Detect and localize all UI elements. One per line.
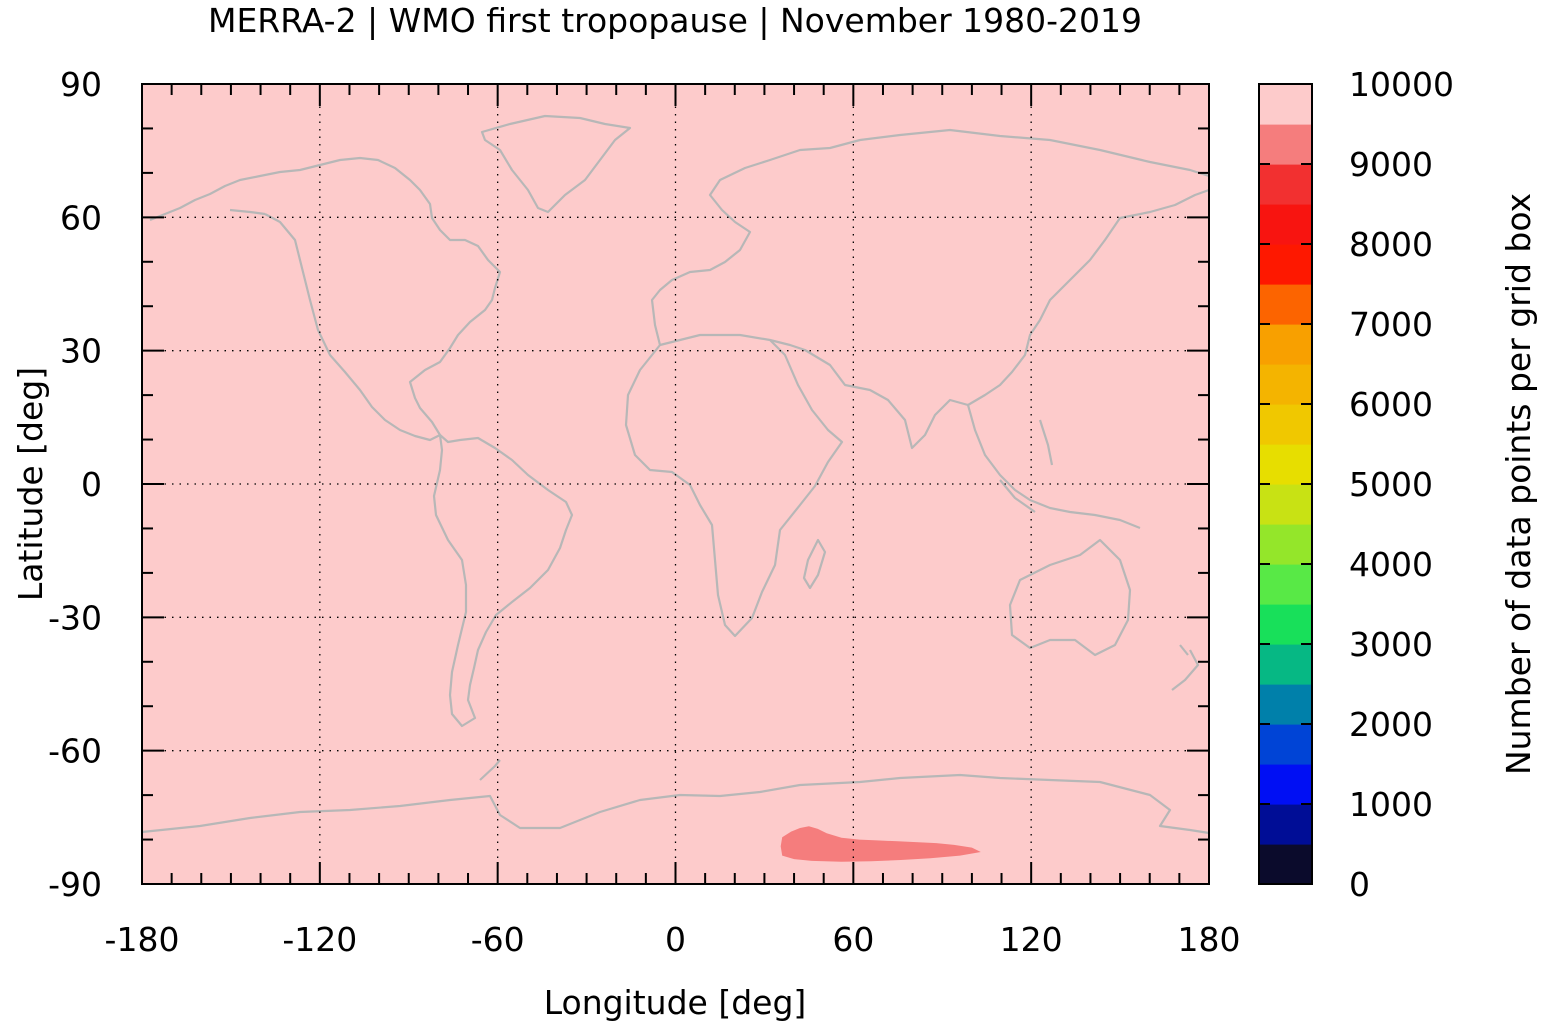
colorbar-ticks: 0 1000 2000 3000 4000 5000 6000 7000 8000 9000 100… <box>1259 65 1454 904</box>
colorbar-segment <box>1259 444 1312 485</box>
colorbar-tick-label: 9000 <box>1349 145 1433 184</box>
y-tick-label: 60 <box>60 198 102 237</box>
colorbar-segment <box>1259 604 1312 645</box>
colorbar-segments <box>1259 84 1312 885</box>
colorbar-segment <box>1259 364 1312 405</box>
y-tick-label: 30 <box>60 332 102 371</box>
colorbar-segment <box>1259 684 1312 725</box>
coastline-south-america <box>432 433 574 728</box>
colorbar-segment <box>1259 84 1312 125</box>
grid-lines <box>142 84 1209 884</box>
colorbar-tick-label: 10000 <box>1349 65 1454 104</box>
x-tick-label: 60 <box>832 920 874 959</box>
colorbar-segment <box>1259 124 1312 165</box>
y-tick-label: -30 <box>48 598 102 637</box>
colorbar: 0 1000 2000 3000 4000 5000 6000 7000 8000 9000 100… <box>1258 65 1538 904</box>
colorbar-segment <box>1259 804 1312 845</box>
coastline-madagascar <box>802 538 827 590</box>
colorbar-segment <box>1259 164 1312 205</box>
x-axis-label: Longitude [deg] <box>544 983 807 1022</box>
y-tick-label: -90 <box>48 865 102 904</box>
coastline-antarctica <box>141 759 1210 835</box>
colorbar-segment <box>1259 204 1312 245</box>
plot-frame <box>141 83 1210 885</box>
coastline-eurasia <box>650 128 1210 450</box>
colorbar-tick-label: 5000 <box>1349 465 1433 504</box>
y-tick-label: -60 <box>48 732 102 771</box>
data-region-0 <box>780 826 981 862</box>
colorbar-tick-label: 0 <box>1349 865 1370 904</box>
data-regions <box>780 826 981 862</box>
y-tick-label: 90 <box>60 65 102 104</box>
colorbar-tick-label: 8000 <box>1349 225 1433 264</box>
colorbar-segment <box>1259 404 1312 445</box>
colorbar-segment <box>1259 524 1312 565</box>
colorbar-segment <box>1259 244 1312 285</box>
x-tick-label: -120 <box>282 920 357 959</box>
coastline-southeast-asia <box>966 404 1141 530</box>
colorbar-tick-label: 2000 <box>1349 705 1433 744</box>
colorbar-segment <box>1259 284 1312 325</box>
colorbar-tick-label: 1000 <box>1349 785 1433 824</box>
coastline-north-america <box>149 156 502 442</box>
coastline-new-zealand <box>1171 644 1200 691</box>
y-axis: 90 60 30 0 -30 -60 -90 <box>48 65 102 904</box>
colorbar-segment <box>1259 764 1312 805</box>
colorbar-segment <box>1259 724 1312 765</box>
y-tick-label: 0 <box>81 465 102 504</box>
colorbar-tick-label: 7000 <box>1349 305 1433 344</box>
colorbar-segment <box>1259 484 1312 525</box>
coastline-greenland <box>480 114 632 214</box>
colorbar-tick-label: 6000 <box>1349 385 1433 424</box>
colorbar-tick-label: 4000 <box>1349 545 1433 584</box>
coastlines <box>141 114 1210 835</box>
colorbar-tick-label: 3000 <box>1349 625 1433 664</box>
colorbar-segment <box>1259 564 1312 605</box>
x-tick-label: -180 <box>105 920 180 959</box>
colorbar-segment <box>1259 324 1312 365</box>
y-axis-label: Latitude [deg] <box>11 367 50 601</box>
colorbar-label: Number of data points per grid box <box>1499 193 1538 775</box>
x-tick-label: 180 <box>1178 920 1241 959</box>
x-tick-label: -60 <box>471 920 525 959</box>
colorbar-segment <box>1259 844 1312 885</box>
colorbar-segment <box>1259 644 1312 685</box>
x-axis: -180 -120 -60 0 60 120 180 <box>105 920 1241 959</box>
plot-area <box>141 83 1210 885</box>
chart-title: MERRA-2 | WMO first tropopause | Novembe… <box>208 1 1142 40</box>
coastline-africa <box>624 333 844 638</box>
x-tick-label: 120 <box>1000 920 1063 959</box>
x-tick-label: 0 <box>665 920 686 959</box>
coastline-australia <box>1008 538 1132 657</box>
